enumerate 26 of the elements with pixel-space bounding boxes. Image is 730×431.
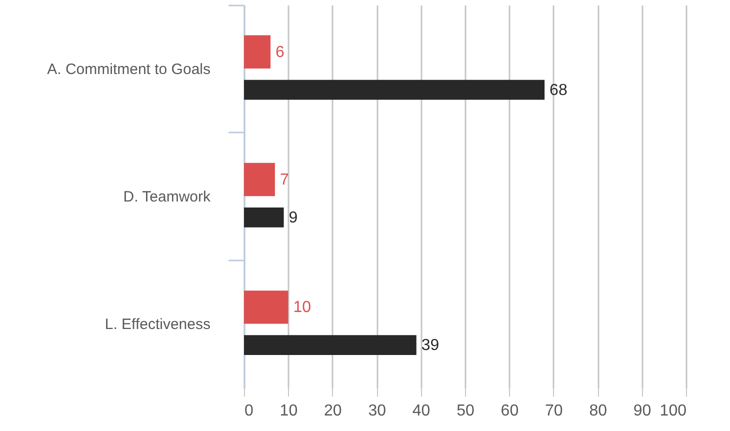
x-tick-label: 20 [324,402,342,420]
data-label: 9 [288,209,298,226]
x-tick-label: 90 [633,402,652,420]
x-tick-label: 80 [589,402,608,420]
bar [244,335,416,356]
bar [244,80,545,100]
bar [244,35,271,68]
data-label: 68 [550,82,568,99]
y-tick-label: L. Effectiveness [104,316,210,334]
x-tick-label: 10 [280,402,298,420]
y-tick-label: D. Teamwork [123,188,211,206]
x-tick-label: 50 [456,402,474,420]
data-label: 39 [421,337,440,354]
x-tick-label: 30 [368,402,386,420]
data-label: 7 [280,172,289,189]
data-label: 10 [293,299,312,316]
x-tick-label: 70 [545,402,563,420]
x-tick-label: 60 [500,402,519,420]
data-label: 6 [276,44,285,61]
x-tick-label: 40 [412,402,430,420]
x-tick-label: 100 [660,402,687,420]
x-tick-label: 0 [244,402,254,420]
bar [244,207,284,228]
bar [244,162,275,196]
bar [244,290,288,324]
y-tick-label: A. Commitment to Goals [47,60,210,78]
